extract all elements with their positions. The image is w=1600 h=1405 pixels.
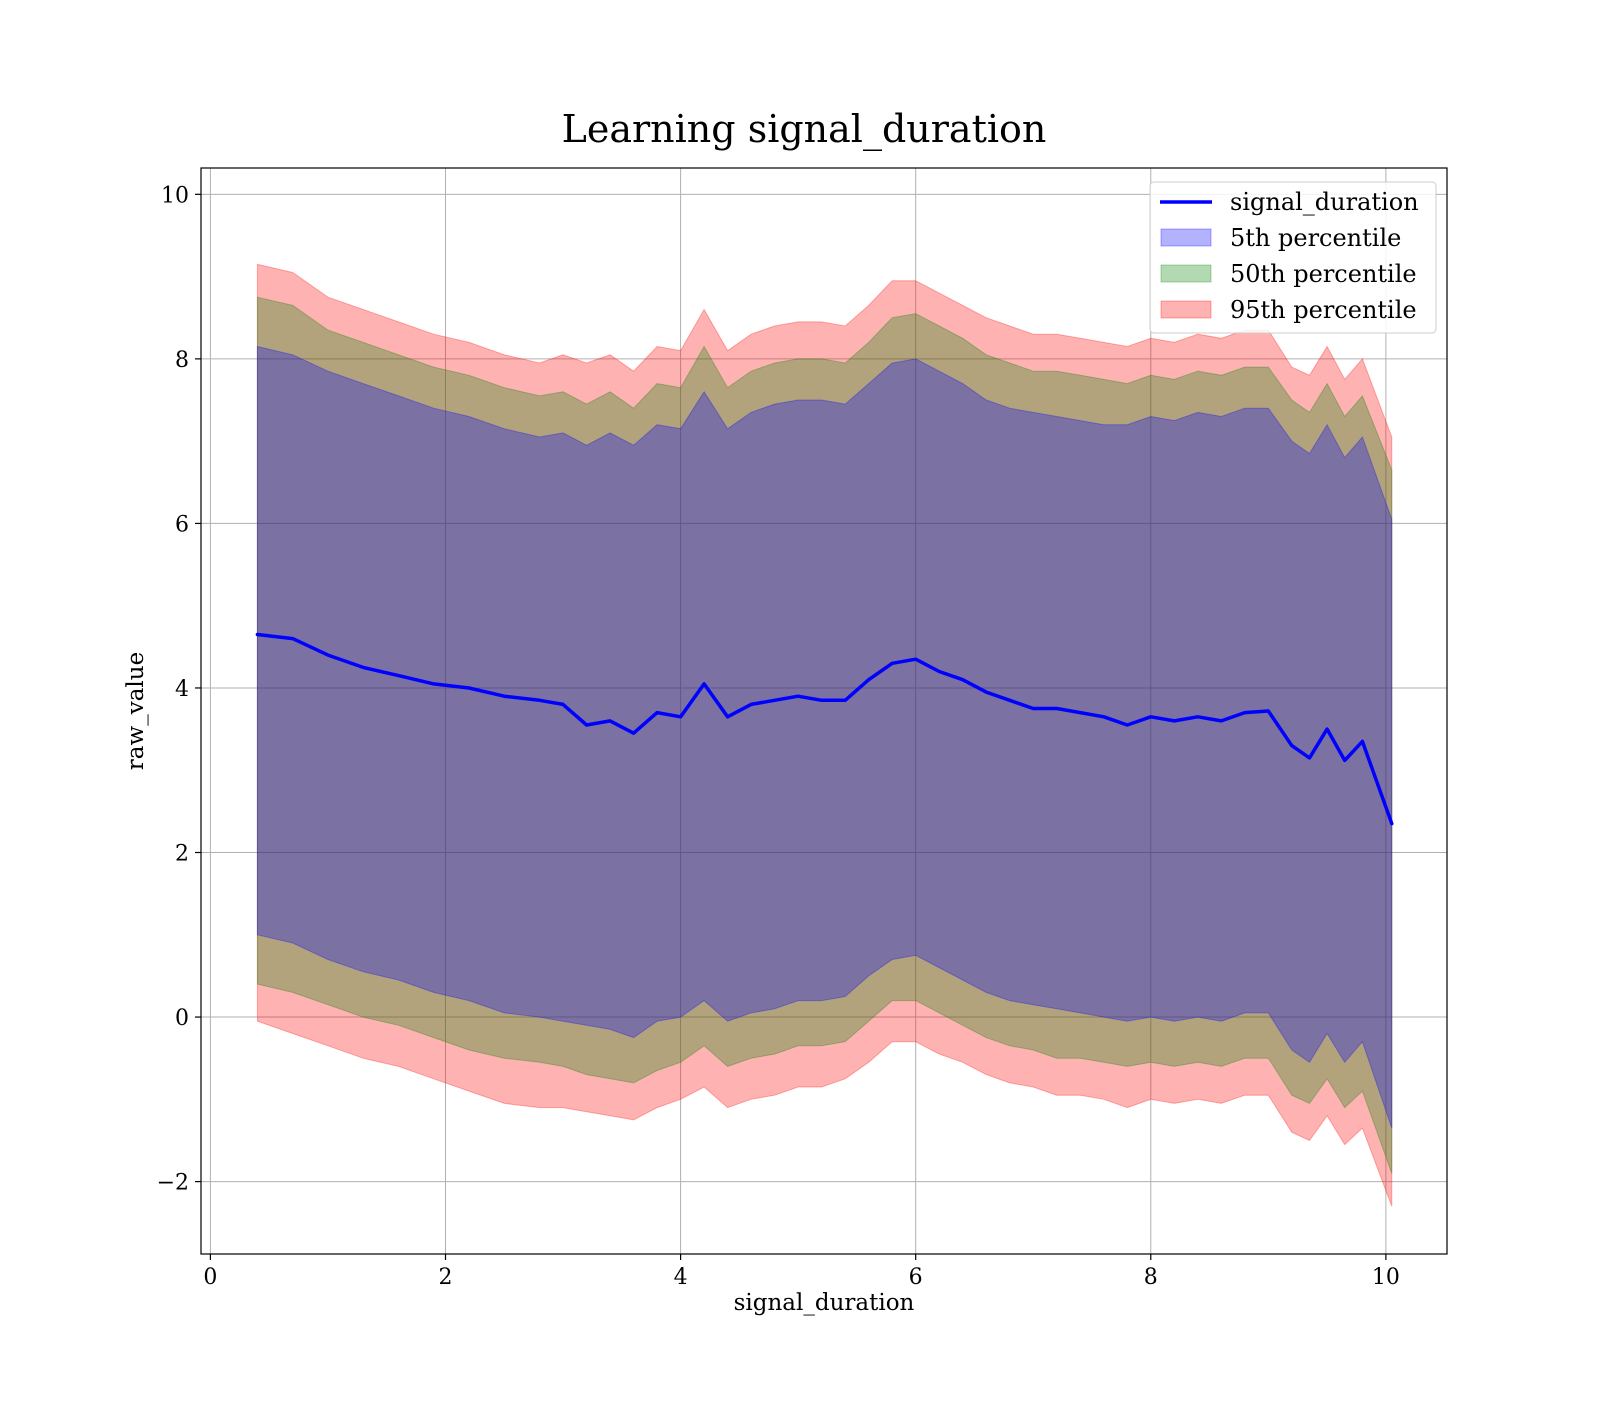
legend: signal_duration 5th percentile 50th perc… (1149, 181, 1437, 334)
y-tick-label-3: 4 (175, 677, 189, 702)
chart-title: Learning signal_duration (562, 107, 1047, 152)
y-tick-label-5: 8 (175, 348, 189, 373)
x-axis-ticks: 0 2 4 6 8 10 (203, 1254, 1400, 1290)
legend-label-signal-duration: signal_duration (1230, 188, 1419, 216)
y-tick-label-6: 10 (161, 183, 189, 208)
y-tick-label-1: 0 (175, 1006, 189, 1031)
x-tick-label-4: 8 (1144, 1265, 1158, 1290)
legend-box (1149, 181, 1437, 334)
x-tick-label-2: 4 (674, 1265, 688, 1290)
legend-swatch-50th-percentile (1160, 264, 1212, 283)
x-axis-title: signal_duration (734, 1290, 915, 1316)
band-5th-percentile (256, 345, 1393, 1129)
band-95th-percentile (256, 263, 1393, 1207)
grid-lines (201, 168, 1447, 1254)
percentile-bands (256, 263, 1393, 1207)
x-tick-label-5: 10 (1372, 1265, 1400, 1290)
y-tick-label-4: 6 (175, 512, 189, 537)
band-50th-percentile (256, 296, 1393, 1174)
legend-swatch-5th-percentile (1160, 228, 1212, 247)
legend-label-5th-percentile: 5th percentile (1230, 224, 1401, 252)
y-tick-label-2: 2 (175, 842, 189, 867)
legend-label-95th-percentile: 95th percentile (1230, 296, 1417, 324)
y-tick-label-0: −2 (157, 1171, 189, 1196)
plot-area-background (201, 168, 1447, 1254)
series-lines (255, 632, 1394, 826)
plot-frame (200, 167, 1448, 1255)
series-line-signal-duration (255, 632, 1394, 826)
y-axis-title: raw_value (123, 652, 149, 770)
legend-label-50th-percentile: 50th percentile (1230, 260, 1417, 288)
x-tick-label-1: 2 (438, 1265, 452, 1290)
x-tick-label-0: 0 (203, 1265, 217, 1290)
y-axis-ticks: −2 0 2 4 6 8 10 (157, 183, 201, 1196)
legend-swatch-95th-percentile (1160, 300, 1212, 319)
x-tick-label-3: 6 (909, 1265, 923, 1290)
